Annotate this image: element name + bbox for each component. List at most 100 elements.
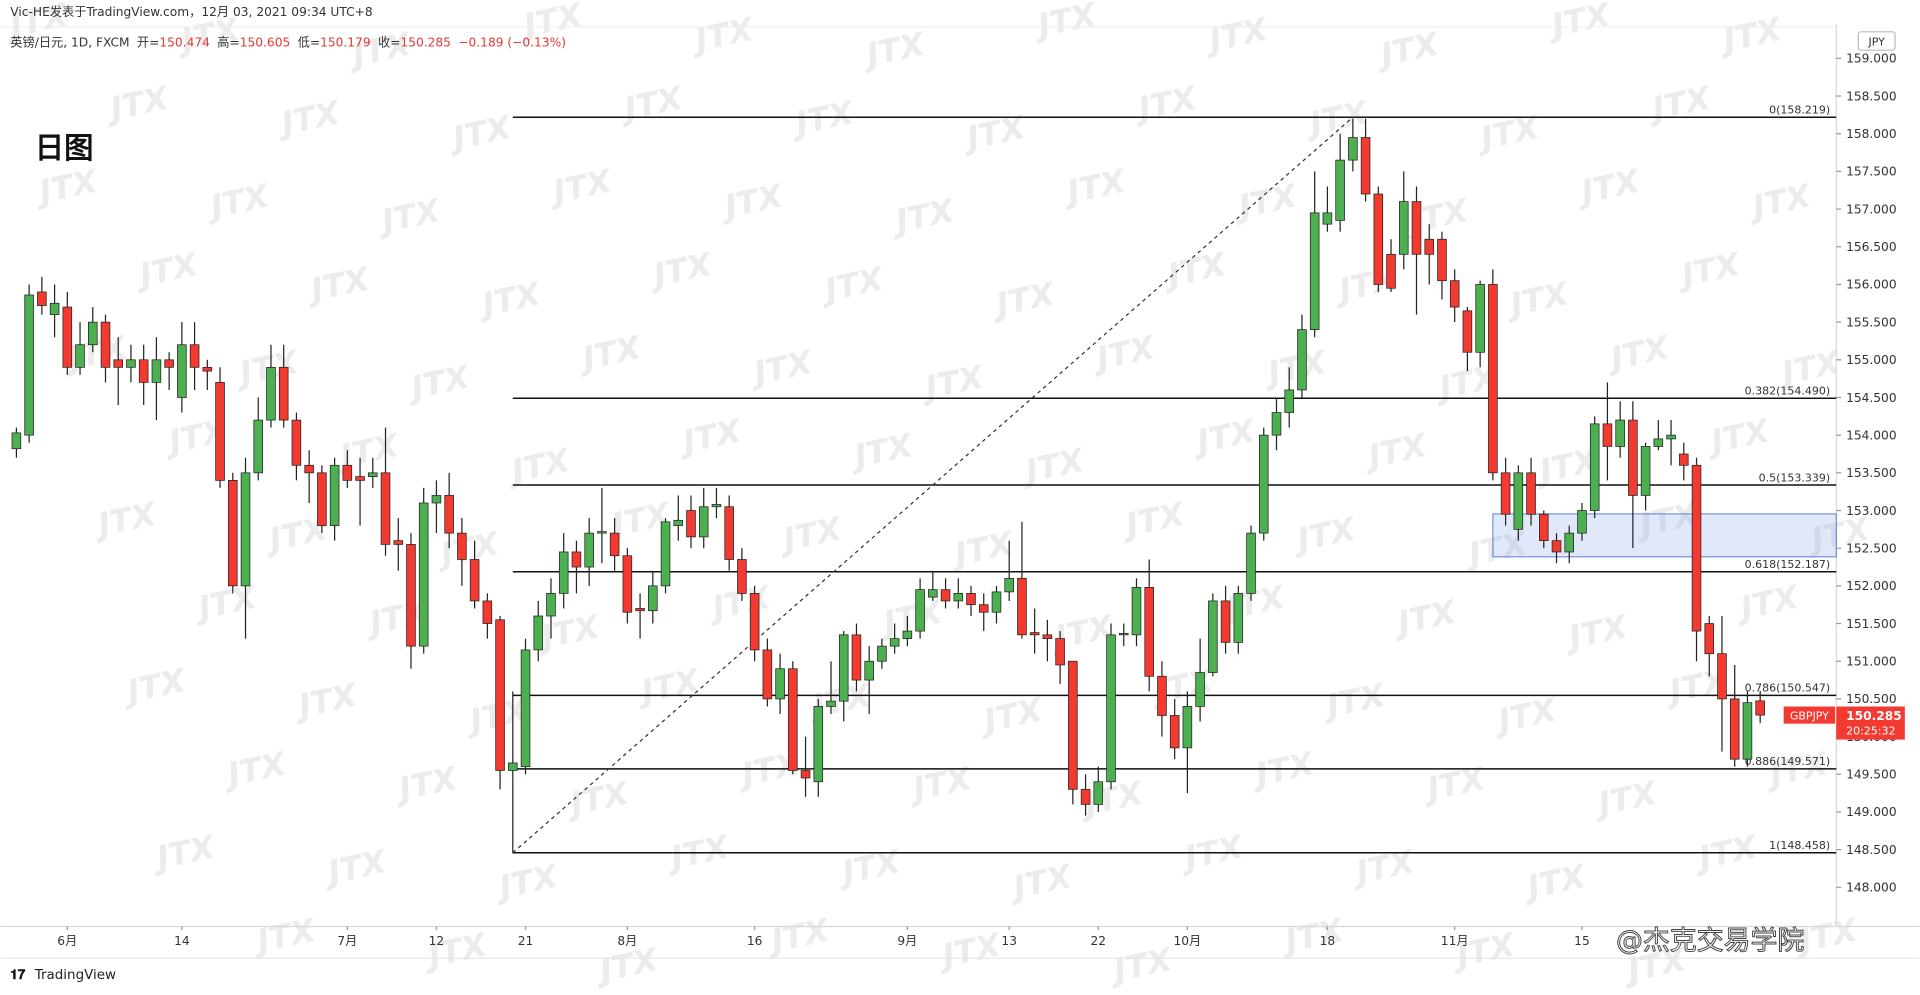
candle-body [164, 359, 174, 368]
ticker-tag [1783, 706, 1836, 724]
candle-body [1666, 434, 1676, 440]
candle-body [1475, 284, 1485, 353]
candle-body [49, 302, 60, 315]
candle-body [1564, 532, 1575, 553]
candle-body [1322, 212, 1333, 225]
candle-body [469, 559, 480, 602]
y-tick-label: 149.000 [1846, 805, 1897, 819]
x-tick-label: 8月 [617, 934, 637, 948]
candle-body [571, 551, 582, 568]
candle-body [495, 619, 505, 771]
ohlc-label: 开= [137, 36, 159, 50]
candle-body [291, 419, 302, 466]
ohlc-value: 150.474 [159, 36, 210, 50]
candle-body [597, 531, 607, 534]
candle-body [189, 344, 200, 368]
x-tick-label: 16 [747, 934, 763, 948]
candle-body [648, 585, 658, 612]
candle-body [100, 321, 111, 368]
y-tick-label: 151.500 [1846, 617, 1897, 631]
candle-body [1335, 159, 1345, 221]
y-tick-label: 153.500 [1846, 466, 1897, 480]
candle-body [915, 589, 925, 632]
candle-body [380, 472, 391, 545]
candle-body [1755, 700, 1765, 716]
candle-body [1411, 201, 1422, 255]
fib-label: 0.5(153.339) [1759, 471, 1831, 484]
x-tick-label: 10月 [1174, 934, 1202, 948]
candle-body [558, 551, 569, 594]
candle-body [266, 366, 276, 421]
candle-body [1246, 532, 1256, 594]
x-tick-label: 12 [429, 934, 445, 948]
candle-body [11, 432, 22, 450]
candle-body [1093, 781, 1104, 805]
candle-body [113, 359, 124, 368]
fib-trend [512, 116, 1354, 854]
y-tick-label: 155.000 [1846, 353, 1897, 367]
candle-body [138, 359, 149, 383]
candle-body [329, 464, 340, 526]
publish-header: Vic-HE发表于TradingView.com，12月 03, 2021 09… [10, 4, 372, 19]
candle-body [1360, 137, 1371, 195]
candle-body [1424, 238, 1435, 255]
candle-body [1653, 438, 1664, 447]
candle-body [864, 660, 874, 681]
candle-body [1513, 472, 1524, 530]
ohlc-value: 150.285 [400, 36, 451, 50]
symbol: 英镑/日元, 1D, FXCM [10, 35, 129, 50]
candle-body [928, 589, 938, 598]
candle-body [775, 668, 785, 700]
candle-body [1602, 423, 1613, 447]
candle-body [75, 344, 85, 368]
candle-body [813, 706, 824, 783]
candle-body [724, 506, 734, 560]
candle-body [1551, 540, 1562, 553]
candle-body [24, 294, 34, 436]
candle-body [1437, 238, 1447, 282]
y-tick-label: 152.500 [1846, 541, 1897, 555]
fib-label: 0.786(150.547) [1745, 682, 1831, 695]
candle-body [482, 600, 493, 624]
fib-label: 1(148.458) [1769, 839, 1830, 852]
credit: @杰克交易学院 [1616, 926, 1804, 957]
candle-body [37, 291, 47, 306]
candle-body [202, 366, 213, 372]
candle-body [368, 472, 378, 477]
currency: JPY [1867, 35, 1885, 48]
candle-body [533, 615, 544, 651]
candle-body [1169, 715, 1180, 749]
candle-body [406, 544, 416, 647]
annotation: 日图 [35, 131, 94, 165]
brand-logo: 𝟏𝟕 [10, 968, 25, 983]
ohlc-label: 高= [217, 35, 239, 50]
candle-body [1068, 660, 1078, 790]
y-tick-label: 152.000 [1846, 579, 1897, 593]
x-tick-label: 9月 [897, 934, 917, 948]
candle-body [622, 555, 633, 613]
candle-body [1526, 472, 1536, 515]
y-tick-label: 157.500 [1846, 165, 1897, 179]
candle-body [1615, 419, 1625, 447]
y-tick-label: 151.000 [1846, 655, 1897, 669]
candle-body [1131, 587, 1142, 636]
x-tick-label: 14 [174, 934, 190, 948]
candle-body [342, 464, 353, 481]
candle-body [1297, 329, 1307, 391]
candle-body [1500, 472, 1511, 515]
y-tick-label: 148.500 [1846, 843, 1897, 857]
last-price: 150.285 [1846, 709, 1902, 723]
candle-body [711, 504, 722, 508]
candle-body [1628, 419, 1638, 496]
x-tick-label: 11月 [1441, 934, 1469, 948]
ohlc-value: 150.605 [240, 36, 291, 50]
countdown: 20:25:32 [1846, 725, 1895, 738]
candle-body [508, 762, 518, 771]
candle-body [1386, 253, 1396, 289]
y-tick-label: 154.500 [1846, 391, 1897, 405]
brand: TradingView [34, 968, 116, 983]
candle-body [1717, 653, 1727, 700]
candle-body [317, 472, 327, 526]
